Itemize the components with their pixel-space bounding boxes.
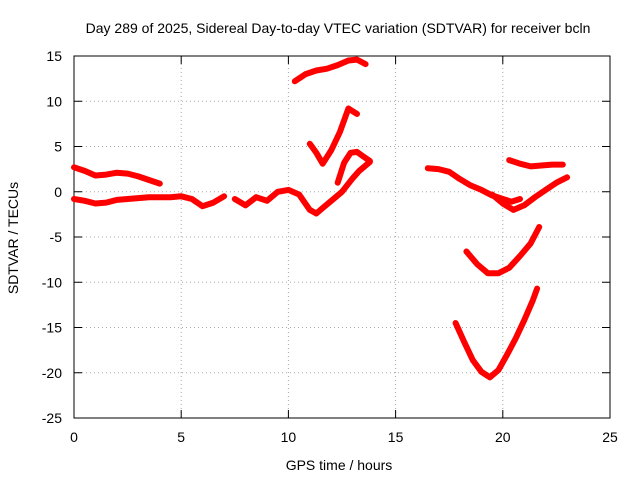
axis-ticks: 0 5 10 15 20 25 -25 -20 -15 -10 -5 0 5 10 15 (42, 48, 618, 445)
y-tick-label: -5 (50, 229, 63, 245)
y-tick-label: -15 (42, 320, 62, 336)
y-tick-label: -10 (42, 274, 62, 290)
x-tick-label: 0 (70, 429, 78, 445)
x-tick-label: 25 (602, 429, 618, 445)
chart-title: Day 289 of 2025, Sidereal Day-to-day VTE… (86, 20, 591, 36)
y-axis-label: SDTVAR / TECUs (5, 182, 21, 294)
x-tick-label: 15 (388, 429, 404, 445)
y-tick-label: 5 (54, 139, 62, 155)
grid (74, 56, 610, 418)
x-tick-label: 5 (177, 429, 185, 445)
series-track-8 (489, 174, 571, 213)
y-tick-label: -25 (42, 410, 62, 426)
series-group (71, 56, 571, 381)
x-tick-label: 10 (281, 429, 297, 445)
y-tick-label: 0 (54, 184, 62, 200)
series-track-10 (463, 224, 543, 277)
series-track-7 (424, 165, 523, 205)
series-track-5 (291, 56, 369, 85)
series-track-1 (71, 164, 163, 187)
series-track-9 (506, 157, 566, 170)
series-track-11 (452, 285, 541, 381)
y-tick-label: 15 (46, 48, 62, 64)
series-track-3 (231, 158, 373, 217)
y-tick-label: -20 (42, 365, 62, 381)
y-tick-label: 10 (46, 93, 62, 109)
series-track-2 (71, 193, 228, 210)
x-axis-label: GPS time / hours (286, 457, 393, 473)
series-track-6 (334, 148, 373, 186)
series-track-4 (306, 105, 360, 167)
x-tick-label: 20 (495, 429, 511, 445)
